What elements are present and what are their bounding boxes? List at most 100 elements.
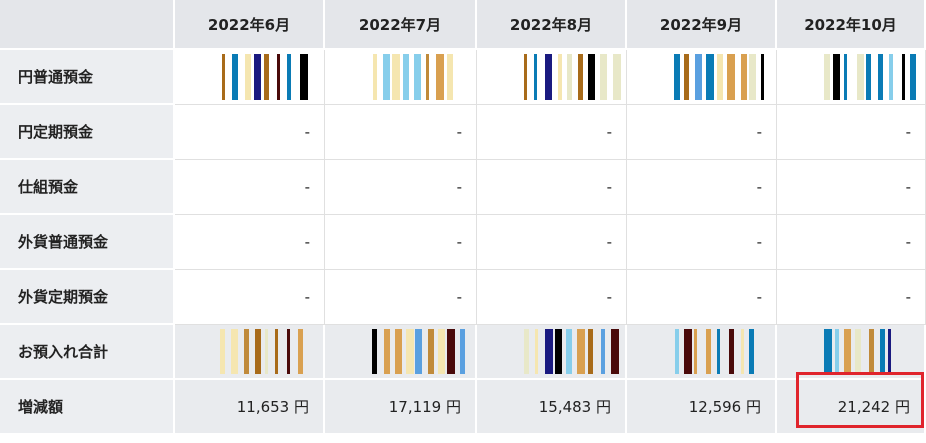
redaction-stripe	[674, 54, 680, 100]
redaction-stripe	[824, 329, 832, 374]
column-header: 2022年6月	[175, 0, 325, 50]
redaction-stripe	[264, 54, 269, 100]
redacted-cell	[325, 325, 477, 380]
redaction-stripe	[406, 329, 414, 374]
redaction-stripe	[729, 329, 734, 374]
data-cell: -	[325, 270, 477, 325]
redaction-stripe	[392, 54, 400, 100]
redacted-cell	[175, 325, 325, 380]
redaction-stripe	[231, 329, 238, 374]
column-header: 2022年10月	[777, 0, 926, 50]
data-cell: -	[175, 215, 325, 270]
redaction-stripe	[855, 329, 861, 374]
redaction-stripe	[835, 329, 839, 374]
data-cell: -	[477, 270, 627, 325]
redaction-stripe	[761, 54, 764, 100]
redaction-stripe	[727, 54, 735, 100]
redaction-stripe	[588, 54, 595, 100]
redaction-stripe	[524, 329, 529, 374]
redacted-cell	[627, 325, 777, 380]
redaction-stripe	[567, 54, 572, 100]
redaction-stripe	[611, 329, 619, 374]
redaction-stripe	[706, 329, 711, 374]
redacted-cell	[627, 50, 777, 105]
redacted-cell	[777, 50, 926, 105]
redaction-stripe	[426, 54, 429, 100]
redaction-stripe	[684, 329, 692, 374]
redaction-stripe	[880, 329, 885, 374]
redaction-stripe	[600, 54, 607, 100]
redaction-stripe	[902, 54, 905, 100]
data-cell: 11,653 円	[175, 380, 325, 435]
redaction-stripe	[749, 54, 756, 100]
data-cell: -	[777, 105, 926, 160]
redaction-stripe	[601, 329, 605, 374]
redaction-stripe	[254, 54, 261, 100]
redaction-stripe	[558, 54, 562, 100]
redaction-stripe	[824, 54, 830, 100]
redaction-stripe	[833, 54, 840, 100]
redaction-stripe	[244, 329, 249, 374]
redaction-stripe	[878, 54, 883, 100]
redaction-stripe	[577, 329, 585, 374]
redaction-stripe	[578, 54, 583, 100]
redaction-stripe	[438, 329, 445, 374]
redacted-cell	[325, 50, 477, 105]
data-cell: -	[627, 215, 777, 270]
column-header: 2022年9月	[627, 0, 777, 50]
data-cell: -	[627, 105, 777, 160]
redaction-stripe	[372, 329, 377, 374]
redaction-stripe	[869, 329, 874, 374]
redaction-stripe	[220, 329, 225, 374]
redaction-stripe	[555, 329, 562, 374]
redaction-stripe	[694, 329, 697, 374]
redaction-stripe	[232, 54, 238, 100]
redaction-stripe	[384, 329, 390, 374]
corner-cell	[0, 0, 175, 50]
redaction-stripe	[588, 329, 593, 374]
redaction-stripe	[888, 329, 891, 374]
data-cell: -	[175, 270, 325, 325]
redaction-stripe	[889, 54, 893, 100]
data-cell: -	[325, 160, 477, 215]
redacted-cell	[175, 50, 325, 105]
redaction-stripe	[545, 329, 553, 374]
redacted-cell	[777, 325, 926, 380]
redaction-stripe	[675, 329, 679, 374]
row-label: 増減額	[0, 380, 175, 435]
data-cell: -	[777, 160, 926, 215]
data-cell: -	[477, 160, 627, 215]
redaction-stripe	[741, 54, 747, 100]
column-header: 2022年7月	[325, 0, 477, 50]
redaction-stripe	[741, 329, 744, 374]
data-cell: -	[325, 215, 477, 270]
data-cell: -	[627, 270, 777, 325]
redaction-stripe	[534, 54, 537, 100]
redaction-stripe	[222, 54, 225, 100]
redaction-stripe	[245, 54, 251, 100]
redaction-stripe	[414, 54, 421, 100]
redaction-stripe	[844, 54, 847, 100]
data-cell: -	[627, 160, 777, 215]
redaction-stripe	[255, 329, 261, 374]
data-cell: -	[777, 215, 926, 270]
data-cell: 15,483 円	[477, 380, 627, 435]
redaction-stripe	[373, 54, 377, 100]
row-label: 仕組預金	[0, 160, 175, 215]
redaction-stripe	[428, 329, 434, 374]
redaction-stripe	[415, 329, 422, 374]
redaction-stripe	[613, 54, 621, 100]
redaction-stripe	[545, 54, 552, 100]
redaction-stripe	[300, 54, 308, 100]
data-cell: -	[175, 105, 325, 160]
redaction-stripe	[265, 329, 268, 374]
row-label: 円定期預金	[0, 105, 175, 160]
redaction-stripe	[298, 329, 303, 374]
highlight-box	[796, 372, 924, 428]
redaction-stripe	[524, 54, 527, 100]
row-label: お預入れ合計	[0, 325, 175, 380]
data-cell: -	[325, 105, 477, 160]
redaction-stripe	[717, 329, 720, 374]
row-label: 外貨普通預金	[0, 215, 175, 270]
